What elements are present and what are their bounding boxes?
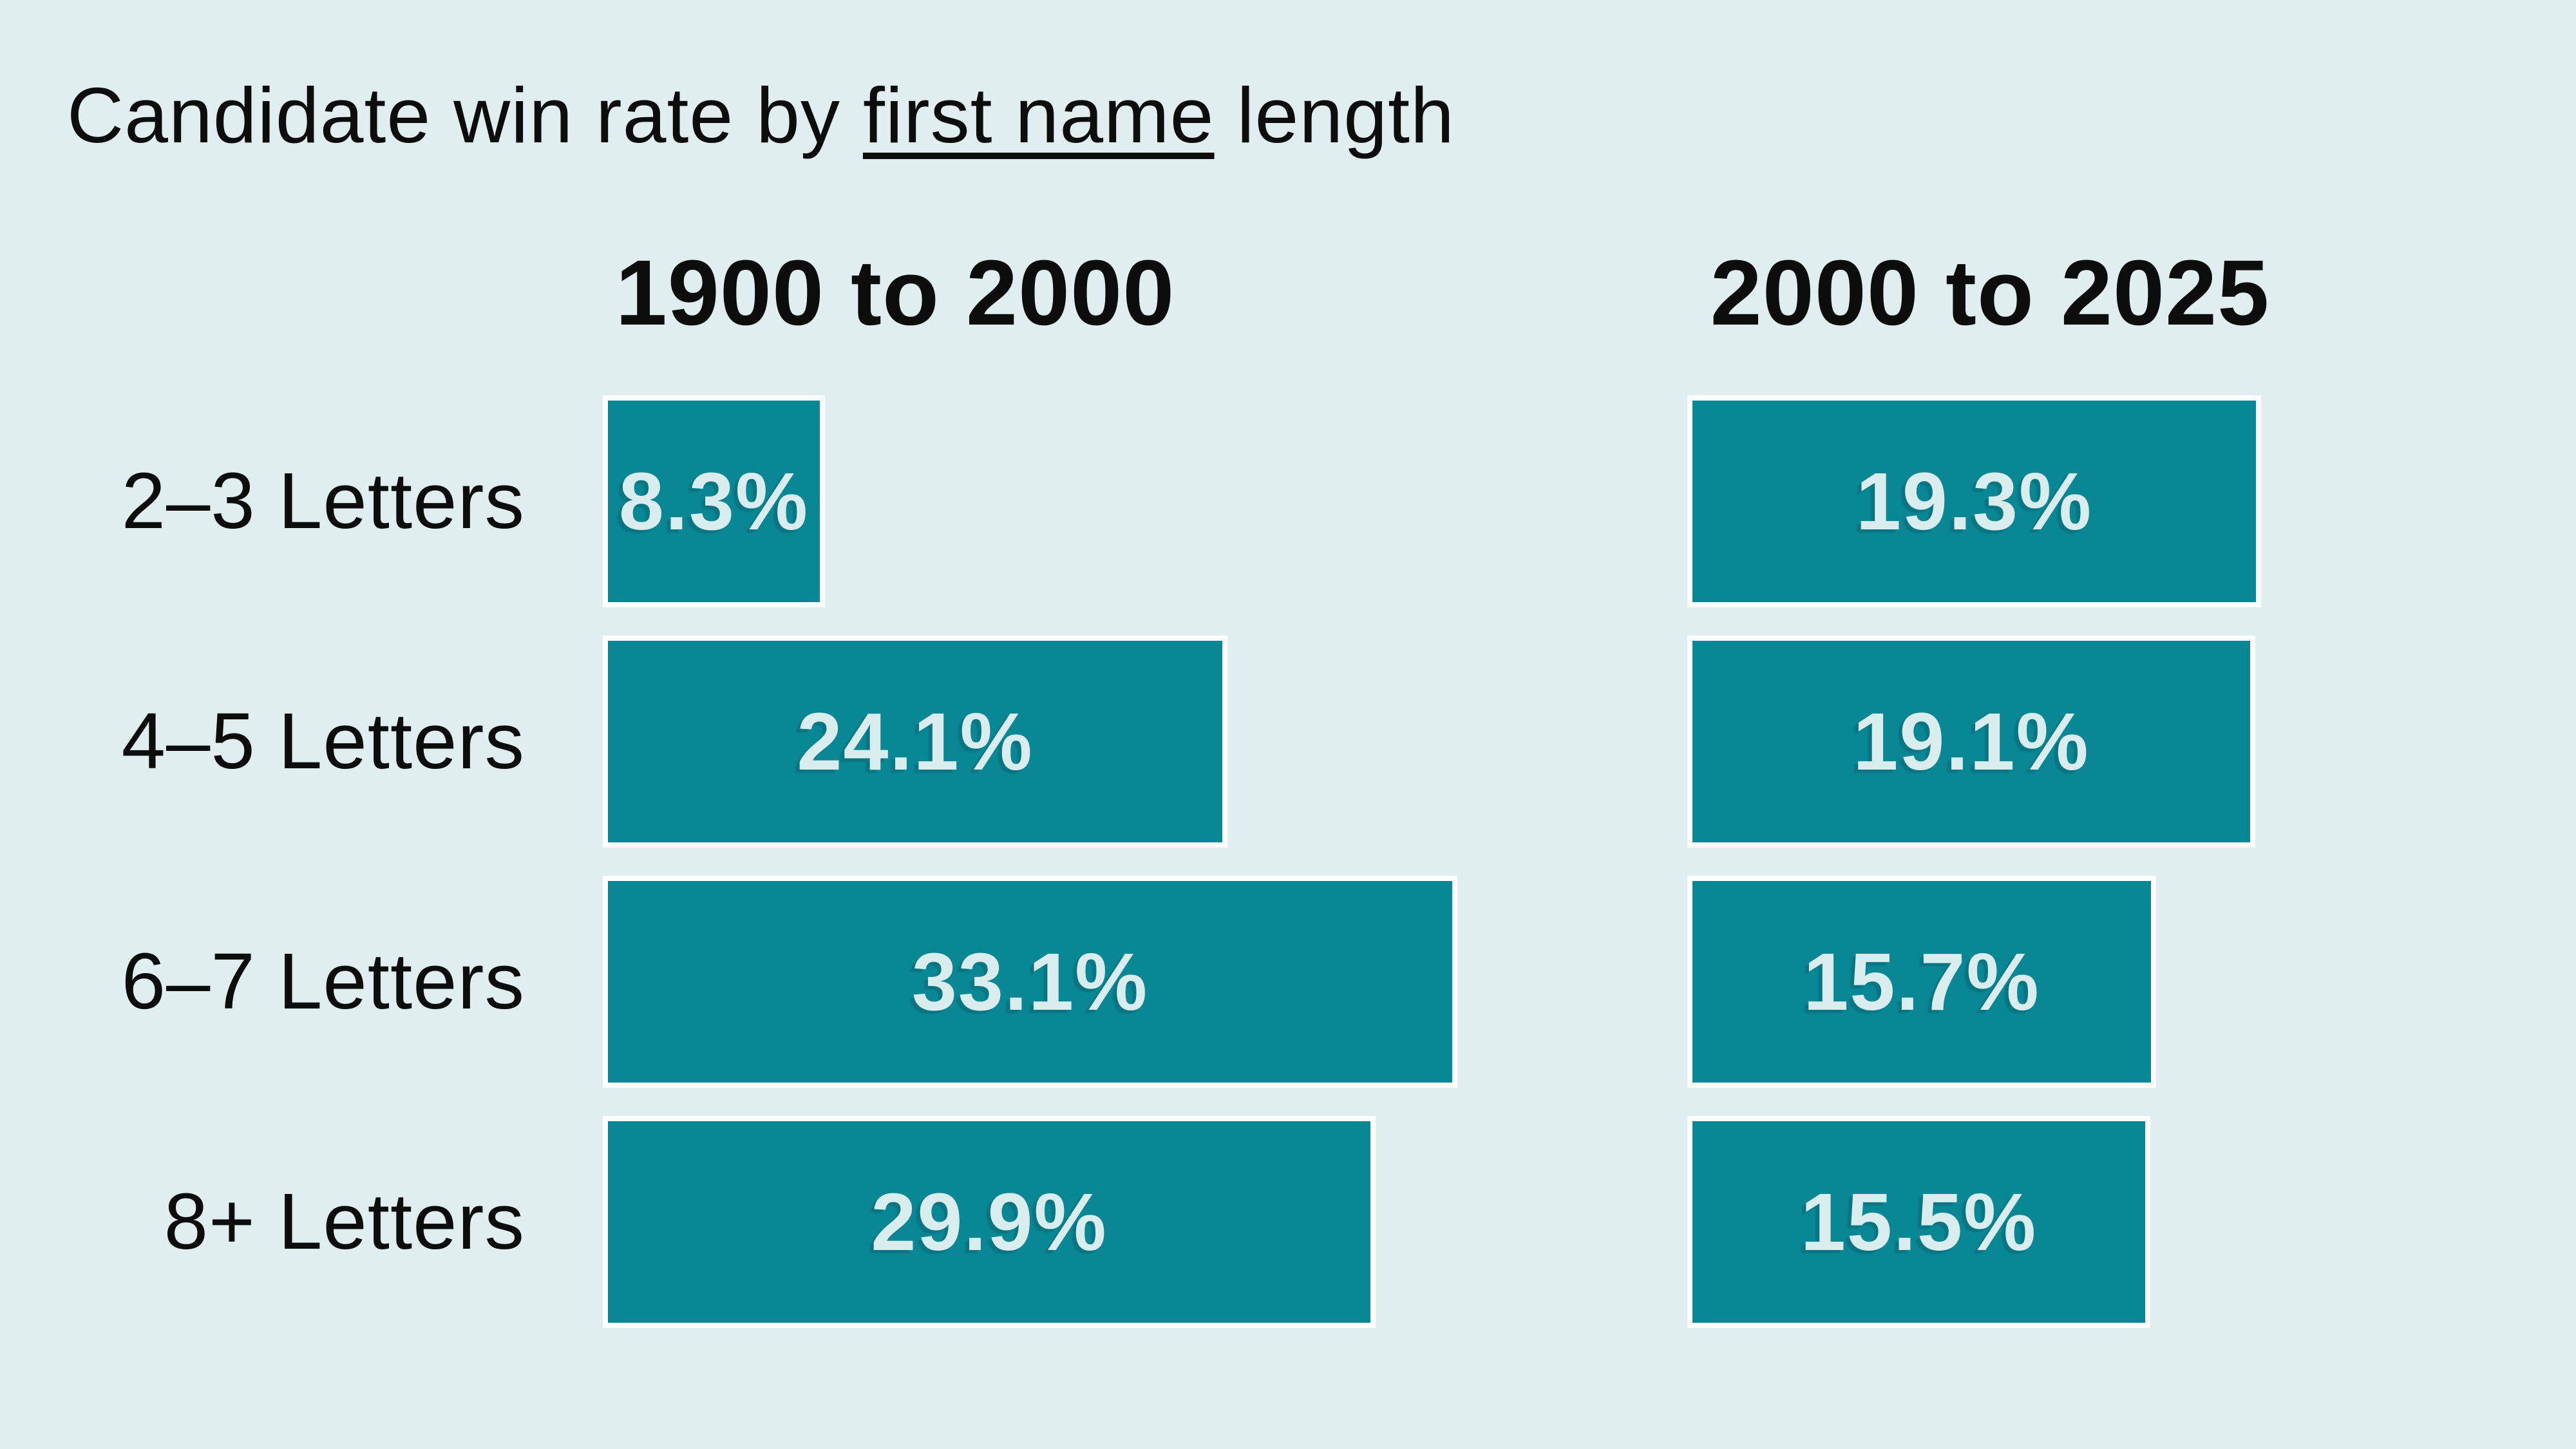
bar-value-label-2000-to-2025-8-letters: 15.5% <box>1800 1177 2038 1267</box>
bar-value-label-1900-to-2000-2-3-letters: 8.3% <box>618 456 810 547</box>
bar-1900-to-2000-4-5-letters: 24.1% <box>603 636 1227 848</box>
chart-title-underlined-phrase: first name <box>862 71 1215 159</box>
bar-value-label-2000-to-2025-4-5-letters: 19.1% <box>1853 696 2090 787</box>
chart-title-suffix: length <box>1214 71 1455 159</box>
bar-value-label-2000-to-2025-6-7-letters: 15.7% <box>1803 936 2040 1027</box>
bar-1900-to-2000-2-3-letters: 8.3% <box>603 395 825 607</box>
bar-value-label-1900-to-2000-4-5-letters: 24.1% <box>797 696 1034 787</box>
bar-2000-to-2025-6-7-letters: 15.7% <box>1687 876 2156 1088</box>
bar-value-label-1900-to-2000-6-7-letters: 33.1% <box>911 936 1149 1027</box>
bar-1900-to-2000-8-letters: 29.9% <box>603 1116 1376 1328</box>
row-label-2-3-letters: 2–3 Letters <box>121 457 525 545</box>
bar-value-label-1900-to-2000-8-letters: 29.9% <box>871 1177 1108 1267</box>
row-label-8-letters: 8+ Letters <box>164 1178 525 1266</box>
bar-2000-to-2025-2-3-letters: 19.3% <box>1687 395 2261 607</box>
column-header-2000-to-2025: 2000 to 2025 <box>1710 241 2270 345</box>
row-label-6-7-letters: 6–7 Letters <box>121 938 525 1026</box>
chart-title-prefix: Candidate win rate by <box>67 71 863 159</box>
bar-2000-to-2025-8-letters: 15.5% <box>1687 1116 2150 1328</box>
column-header-1900-to-2000: 1900 to 2000 <box>615 241 1175 345</box>
bar-2000-to-2025-4-5-letters: 19.1% <box>1687 636 2255 848</box>
bar-value-label-2000-to-2025-2-3-letters: 19.3% <box>1855 456 2093 547</box>
row-label-4-5-letters: 4–5 Letters <box>121 697 525 786</box>
chart-title: Candidate win rate by first name length <box>67 72 1455 158</box>
bar-1900-to-2000-6-7-letters: 33.1% <box>603 876 1457 1088</box>
